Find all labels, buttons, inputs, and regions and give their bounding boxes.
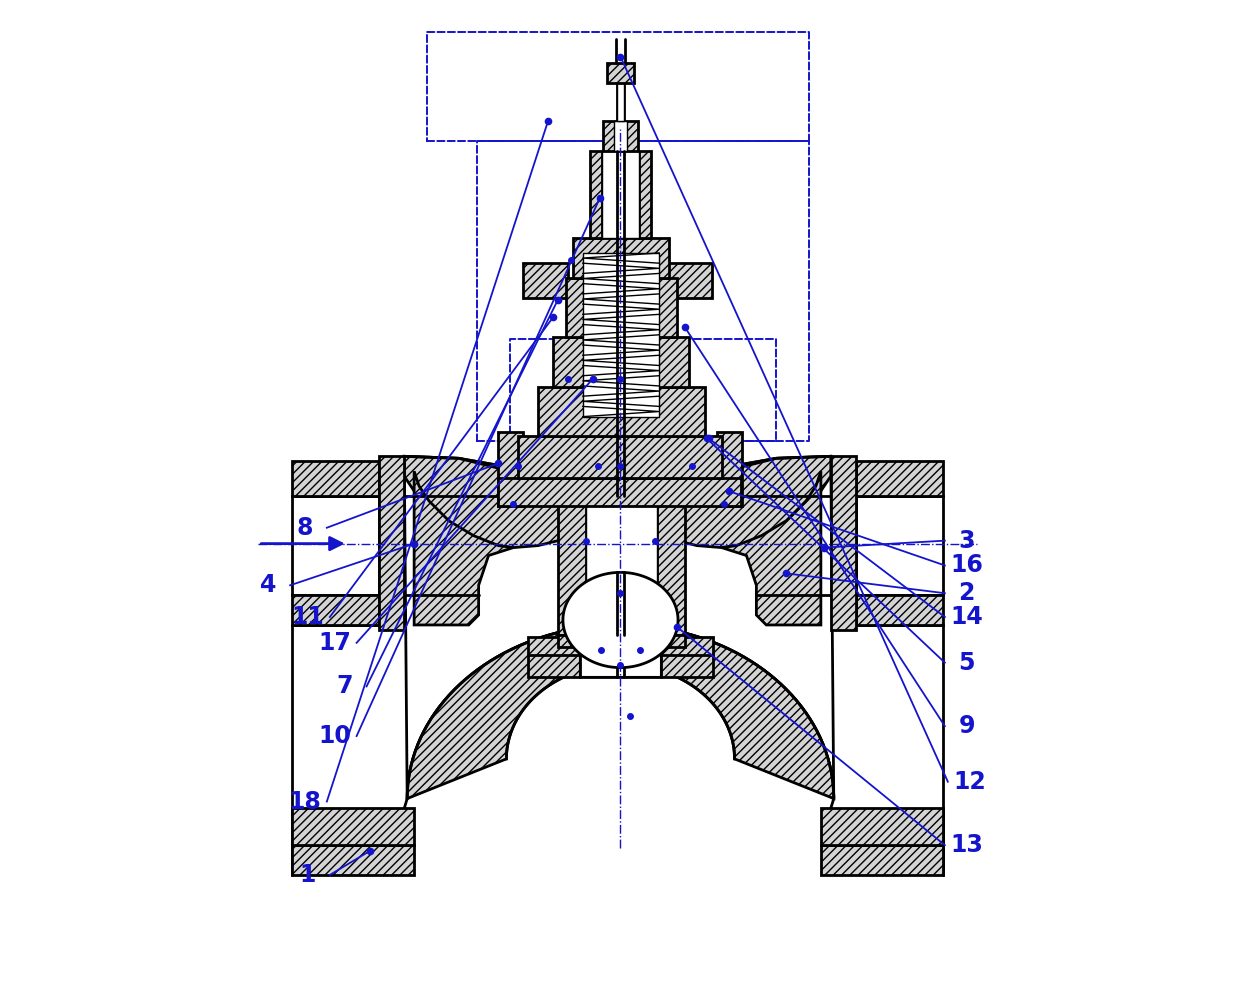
Text: 9: 9 [958, 714, 974, 738]
Bar [558, 635, 685, 647]
Text: 11: 11 [291, 605, 325, 629]
Polygon shape [379, 456, 404, 630]
Polygon shape [408, 625, 834, 799]
Polygon shape [293, 595, 379, 625]
Polygon shape [414, 471, 514, 625]
Bar [499, 478, 741, 506]
Text: 12: 12 [953, 770, 986, 794]
Polygon shape [293, 496, 379, 595]
Text: 16: 16 [950, 554, 983, 577]
Polygon shape [579, 637, 661, 677]
Polygon shape [831, 456, 856, 630]
Bar [573, 238, 669, 278]
Polygon shape [293, 845, 414, 875]
Polygon shape [585, 496, 657, 635]
Polygon shape [721, 471, 821, 625]
Bar [716, 432, 741, 506]
Bar [657, 496, 685, 635]
Polygon shape [614, 121, 627, 151]
Bar [553, 337, 689, 387]
Polygon shape [821, 845, 942, 875]
Bar [603, 121, 638, 151]
Polygon shape [821, 808, 942, 845]
Bar [590, 151, 601, 238]
Text: 5: 5 [958, 651, 974, 675]
Polygon shape [601, 151, 640, 238]
Polygon shape [293, 461, 379, 496]
Polygon shape [563, 572, 678, 668]
Text: 13: 13 [950, 833, 983, 857]
Polygon shape [404, 456, 834, 799]
Bar [566, 278, 677, 337]
Text: 14: 14 [950, 605, 983, 629]
Text: 17: 17 [319, 631, 351, 655]
Bar [640, 151, 651, 238]
Text: 1: 1 [300, 863, 316, 887]
Bar [606, 63, 635, 83]
Bar [538, 387, 705, 436]
Polygon shape [583, 253, 659, 417]
Bar [558, 478, 685, 496]
Polygon shape [856, 496, 942, 595]
Polygon shape [293, 808, 414, 845]
Text: 8: 8 [296, 516, 314, 540]
Polygon shape [529, 637, 713, 677]
Bar [519, 436, 721, 478]
Polygon shape [666, 456, 831, 548]
Bar [524, 263, 568, 298]
Text: 4: 4 [261, 573, 277, 597]
Text: 3: 3 [958, 529, 974, 553]
Text: 18: 18 [289, 790, 321, 813]
Text: 2: 2 [958, 581, 974, 605]
Text: 10: 10 [319, 724, 351, 748]
Polygon shape [856, 461, 942, 496]
Bar [558, 496, 585, 635]
Polygon shape [856, 595, 942, 625]
Text: 7: 7 [336, 675, 353, 698]
Polygon shape [404, 456, 573, 548]
Bar [667, 263, 711, 298]
Bar [616, 81, 625, 121]
Bar [499, 432, 524, 506]
